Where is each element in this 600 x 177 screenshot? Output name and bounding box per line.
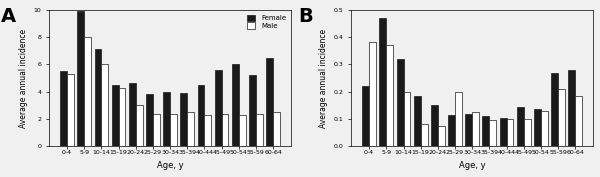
Bar — [379, 18, 386, 146]
Y-axis label: Average annual incidence: Average annual incidence — [19, 28, 28, 128]
Bar — [84, 37, 91, 146]
Bar — [397, 59, 404, 146]
Bar — [60, 71, 67, 146]
Bar — [551, 73, 558, 146]
Bar — [256, 113, 263, 146]
Bar — [187, 112, 194, 146]
Y-axis label: Average annual incidence: Average annual incidence — [319, 28, 328, 128]
Text: A: A — [1, 7, 16, 26]
X-axis label: Age, y: Age, y — [157, 161, 184, 170]
Bar — [448, 115, 455, 146]
Bar — [369, 42, 376, 146]
Bar — [558, 89, 565, 146]
Bar — [205, 115, 211, 146]
Bar — [273, 112, 280, 146]
Bar — [163, 92, 170, 146]
Bar — [534, 109, 541, 146]
Bar — [431, 105, 438, 146]
Bar — [112, 85, 119, 146]
Bar — [221, 113, 229, 146]
Bar — [67, 74, 74, 146]
Bar — [386, 45, 393, 146]
Bar — [438, 126, 445, 146]
Bar — [129, 84, 136, 146]
Bar — [239, 115, 245, 146]
Bar — [197, 85, 205, 146]
Bar — [524, 119, 530, 146]
Text: B: B — [298, 7, 313, 26]
Bar — [101, 64, 108, 146]
Bar — [146, 94, 153, 146]
Bar — [421, 124, 428, 146]
Bar — [266, 58, 273, 146]
Bar — [472, 112, 479, 146]
Bar — [568, 70, 575, 146]
Bar — [490, 120, 496, 146]
Bar — [482, 116, 490, 146]
Bar — [414, 96, 421, 146]
Bar — [77, 11, 84, 146]
Bar — [215, 70, 221, 146]
Bar — [517, 107, 524, 146]
Bar — [249, 75, 256, 146]
Bar — [362, 86, 369, 146]
Bar — [506, 119, 514, 146]
X-axis label: Age, y: Age, y — [459, 161, 485, 170]
Bar — [170, 113, 177, 146]
Bar — [153, 113, 160, 146]
Bar — [119, 88, 125, 146]
Bar — [181, 93, 187, 146]
Bar — [136, 105, 143, 146]
Bar — [466, 113, 472, 146]
Legend: Female, Male: Female, Male — [245, 13, 287, 30]
Bar — [232, 64, 239, 146]
Bar — [500, 118, 506, 146]
Bar — [541, 111, 548, 146]
Bar — [95, 49, 101, 146]
Bar — [404, 92, 410, 146]
Bar — [575, 96, 582, 146]
Bar — [455, 92, 462, 146]
